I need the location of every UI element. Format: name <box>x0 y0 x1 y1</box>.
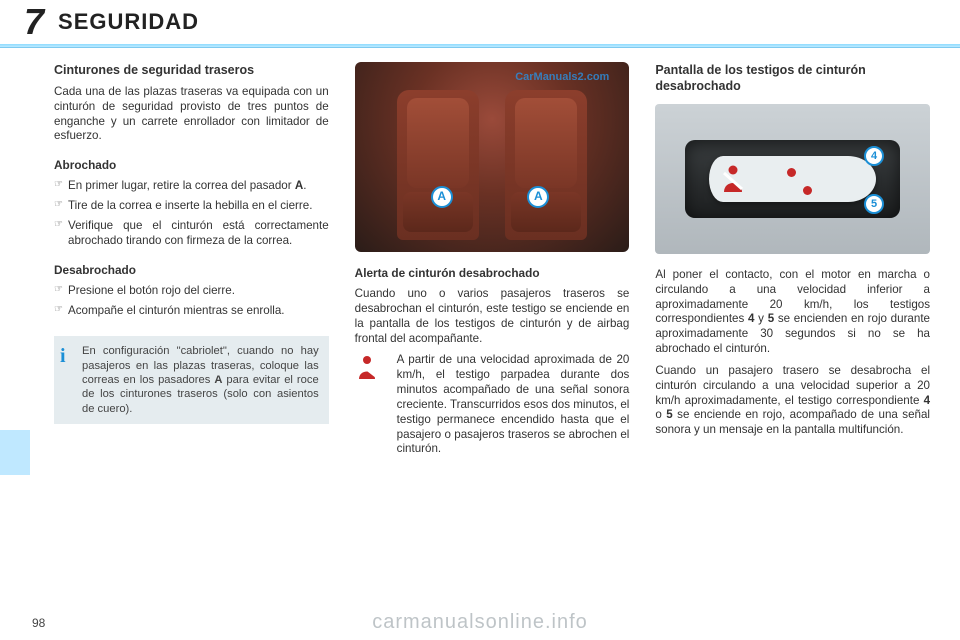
rear-seats-image: A A CarManuals2.com <box>355 62 630 252</box>
manual-page: 7 SEGURIDAD Cinturones de seguridad tras… <box>0 0 960 640</box>
rear-belts-heading: Cinturones de seguridad traseros <box>54 62 329 78</box>
unfastening-heading: Desabrochado <box>54 263 329 278</box>
fastening-heading: Abrochado <box>54 158 329 173</box>
seat-left <box>397 90 479 240</box>
callout-4: 4 <box>864 146 884 166</box>
fastening-list: En primer lugar, retire la correa del pa… <box>54 179 329 248</box>
belt-indicator-icon <box>721 164 745 194</box>
column-left: Cinturones de seguridad traseros Cada un… <box>54 62 329 610</box>
unfastening-step-1: Presione el botón rojo del cierre. <box>54 284 329 299</box>
unfastened-alert-heading: Alerta de cinturón desabrochado <box>355 266 630 281</box>
unfastening-list: Presione el botón rojo del cierre. Acomp… <box>54 284 329 319</box>
marker-a-left: A <box>431 186 453 208</box>
content-columns: Cinturones de seguridad traseros Cada un… <box>54 62 930 610</box>
seatbelt-warning-icon <box>355 353 389 381</box>
info-icon: i <box>60 344 66 370</box>
warning-row: A partir de una velocidad aproximada de … <box>355 353 630 464</box>
display-heading: Pantalla de los testigos de cinturón des… <box>655 62 930 94</box>
display-text-2: Cuando un pasajero trasero se desabrocha… <box>655 364 930 438</box>
side-tab <box>0 430 30 475</box>
chapter-header: 7 SEGURIDAD <box>0 0 960 44</box>
fastening-step-2: Tire de la correa e inserte la hebilla e… <box>54 199 329 214</box>
unfastening-step-2: Acompañe el cinturón mientras se enrolla… <box>54 304 329 319</box>
seat-right <box>505 90 587 240</box>
footer-watermark: carmanualsonline.info <box>0 611 960 634</box>
chapter-number: 7 <box>24 1 44 43</box>
column-right: Pantalla de los testigos de cinturón des… <box>655 62 930 610</box>
info-box: i En configuración "cabriolet", cuando n… <box>54 336 329 424</box>
warning-text: A partir de una velocidad aproximada de … <box>397 353 630 457</box>
rear-belts-intro: Cada una de las plazas traseras va equip… <box>54 85 329 144</box>
fastening-step-1: En primer lugar, retire la correa del pa… <box>54 179 329 194</box>
image-watermark: CarManuals2.com <box>515 70 609 84</box>
callout-5: 5 <box>864 194 884 214</box>
display-text-1: Al poner el contacto, con el motor en ma… <box>655 268 930 357</box>
dashboard-display-image: 4 5 <box>655 104 930 254</box>
header-rule <box>0 44 960 48</box>
fastening-step-3: Verifique que el cinturón está correctam… <box>54 219 329 249</box>
column-center: A A CarManuals2.com Alerta de cinturón d… <box>355 62 630 610</box>
unfastened-alert-text: Cuando uno o varios pasajeros traseros s… <box>355 287 630 346</box>
chapter-title: SEGURIDAD <box>58 9 199 35</box>
